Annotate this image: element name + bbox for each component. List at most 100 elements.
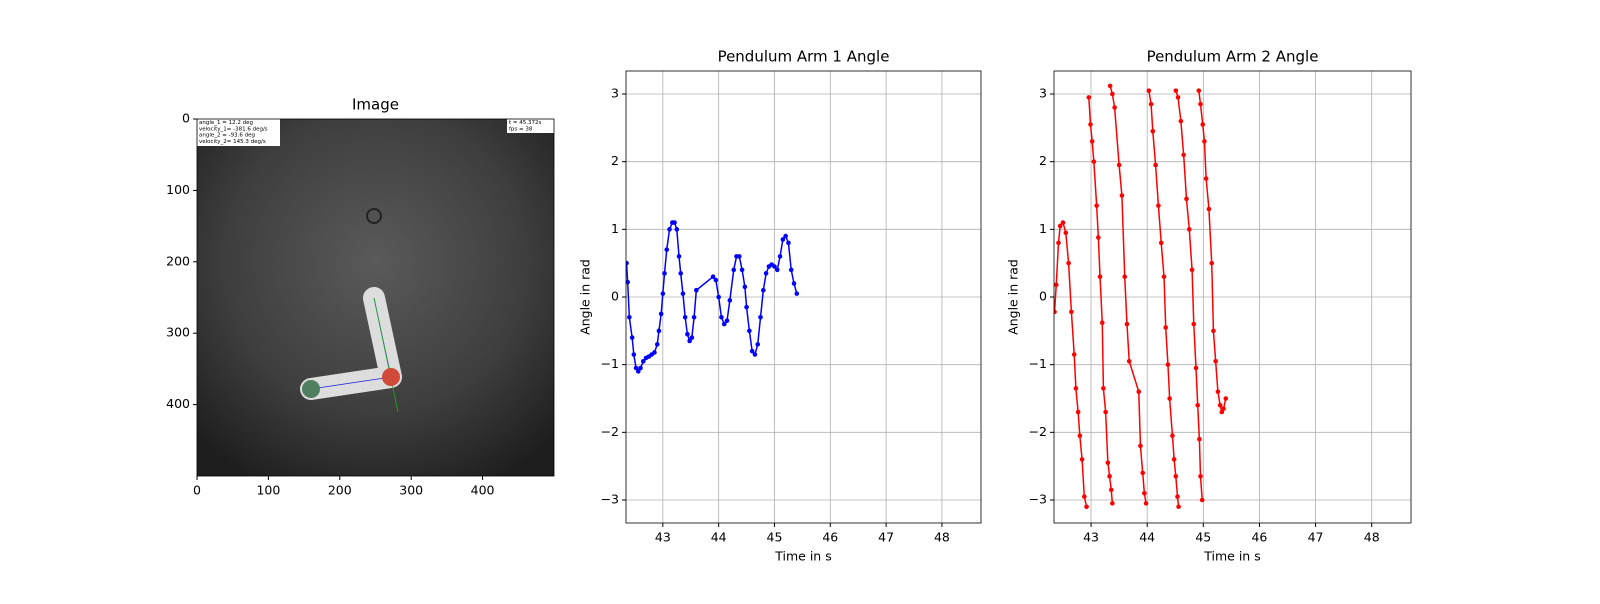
data-point [1163, 325, 1169, 330]
data-point [1221, 406, 1226, 411]
y-tick-label: 300 [166, 325, 190, 340]
data-point [626, 279, 630, 285]
data-point [1150, 128, 1156, 134]
data-point [685, 331, 690, 337]
data-point [1110, 91, 1115, 97]
data-point [1184, 196, 1189, 202]
x-tick-label: 0 [193, 483, 201, 498]
data-point [1175, 494, 1180, 499]
data-point [1161, 274, 1167, 280]
data-point [1091, 159, 1097, 164]
y-tick-label: 2 [1039, 153, 1047, 168]
data-point [687, 338, 692, 344]
y-tick-label: −2 [1029, 424, 1047, 439]
data-point [672, 220, 677, 225]
data-point [1060, 220, 1066, 225]
data-point [1213, 358, 1218, 364]
overlay-box [197, 119, 280, 146]
y-axis-label: Angle in rad [578, 259, 593, 335]
data-point [1122, 274, 1128, 280]
data-point [1054, 282, 1059, 288]
y-tick-label: 200 [166, 253, 190, 268]
x-tick-label: 48 [934, 530, 950, 545]
data-point [1153, 162, 1158, 168]
x-tick-label: 48 [1364, 530, 1380, 545]
data-point [1071, 352, 1077, 357]
data-point [1195, 402, 1200, 408]
x-tick-label: 44 [711, 530, 727, 545]
data-point [656, 328, 662, 334]
data-point [631, 352, 637, 357]
x-tick-label: 46 [1251, 530, 1267, 545]
x-tick-label: 45 [1195, 530, 1211, 545]
y-tick-label: −2 [601, 424, 619, 439]
data-point [710, 274, 716, 280]
axes-frame [1053, 70, 1412, 524]
overlay-box [507, 119, 554, 133]
data-point [1073, 386, 1079, 391]
x-tick-label: 100 [256, 483, 280, 498]
data-point [1103, 409, 1108, 415]
data-point [667, 227, 672, 232]
data-point [1142, 490, 1147, 496]
data-point [719, 314, 724, 320]
data-point [1197, 436, 1202, 442]
chart-title: Pendulum Arm 2 Angle [1147, 48, 1319, 66]
data-point [758, 314, 763, 320]
x-tick-label: 300 [399, 483, 423, 498]
data-point [1054, 309, 1057, 315]
y-tick-label: 0 [182, 111, 190, 126]
data-point [1176, 504, 1181, 510]
data-point [794, 291, 800, 296]
data-point [1189, 267, 1195, 273]
data-point [749, 348, 755, 354]
data-point [1165, 362, 1171, 367]
data-point [737, 254, 742, 259]
data-point [691, 314, 697, 320]
data-point [1088, 122, 1093, 127]
data-point [633, 365, 639, 371]
chart-title: Pendulum Arm 1 Angle [718, 48, 890, 66]
x-axis-label: Time in s [774, 549, 831, 564]
data-point [1089, 139, 1095, 144]
data-point [1101, 386, 1106, 391]
data-point [1056, 240, 1061, 246]
x-tick-label: 43 [1083, 530, 1099, 545]
data-point [755, 342, 761, 347]
data-point [629, 335, 635, 340]
data-point [660, 291, 666, 296]
data-point [1124, 321, 1130, 327]
data-point [1108, 487, 1114, 493]
data-point [1171, 457, 1177, 462]
data-point [662, 271, 667, 276]
data-point [774, 267, 780, 273]
y-tick-label: −1 [1029, 356, 1047, 371]
data-point [1199, 497, 1205, 503]
data-point [1146, 88, 1152, 93]
data-point [1116, 162, 1122, 168]
y-tick-label: 400 [166, 396, 190, 411]
overlay-text: t = 45.372s [509, 120, 542, 126]
data-point [788, 267, 794, 273]
data-point [1107, 83, 1113, 89]
y-tick-label: 3 [611, 86, 619, 101]
data-point [1096, 235, 1101, 240]
data-point [1186, 227, 1192, 232]
data-point [1075, 409, 1081, 415]
data-point [1140, 470, 1145, 476]
chart-title: Image [352, 96, 399, 114]
overlay-text: velocity_2= 145.3 deg/s [199, 139, 266, 145]
data-point [1173, 474, 1179, 479]
data-point [713, 277, 719, 283]
data-point [1198, 474, 1203, 479]
data-point [1143, 501, 1149, 506]
data-point [1191, 321, 1197, 327]
data-point [1181, 152, 1186, 158]
overlay-text: angle_2 = -93.6 deg [199, 133, 255, 139]
data-point [1215, 389, 1221, 395]
x-tick-label: 46 [822, 530, 838, 545]
data-point [1170, 433, 1175, 439]
data-point [1110, 501, 1115, 506]
data-point [1203, 176, 1209, 181]
data-point [1084, 504, 1089, 510]
